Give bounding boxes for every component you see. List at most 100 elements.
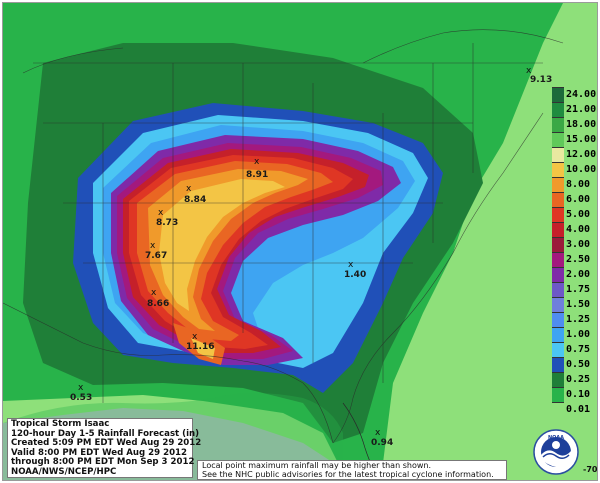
- point-marker: x: [186, 184, 192, 194]
- legend-row: 3.00: [552, 237, 597, 252]
- legend-swatch: [552, 102, 564, 117]
- map-title-box: Tropical Storm Isaac 120-hour Day 1-5 Ra…: [7, 418, 202, 478]
- legend-swatch: [552, 342, 564, 357]
- point-max-label: 0.94: [371, 438, 394, 448]
- legend-label: 12.00: [566, 149, 597, 160]
- point-marker: x: [78, 383, 84, 393]
- legend-label: 0.10: [566, 389, 591, 400]
- disclaimer-line: See the NHC public advisories for the la…: [202, 470, 494, 479]
- legend-label: 1.25: [566, 314, 591, 325]
- legend-swatch: [552, 222, 564, 237]
- legend-row: 5.00: [552, 207, 597, 222]
- legend-row: 2.50: [552, 252, 597, 267]
- legend-swatch: [552, 207, 564, 222]
- point-marker: x: [151, 288, 157, 298]
- legend-row: 4.00: [552, 222, 597, 237]
- legend-swatch: [552, 147, 564, 162]
- legend-swatch: [552, 162, 564, 177]
- legend-row: 1.25: [552, 312, 597, 327]
- legend-row: 12.00: [552, 147, 597, 162]
- map-subtitle: 120-hour Day 1-5 Rainfall Forecast (in): [11, 428, 200, 439]
- legend-row: 0.75: [552, 342, 597, 357]
- point-max-label: 11.16: [186, 342, 215, 352]
- point-max-label: 8.73: [156, 218, 179, 228]
- point-marker: x: [375, 428, 381, 438]
- legend-label: 0.25: [566, 374, 591, 385]
- legend-swatch: [552, 282, 564, 297]
- legend-row: 8.00: [552, 177, 597, 192]
- legend-swatch: [552, 297, 564, 312]
- point-marker: x: [192, 332, 198, 342]
- logo-text: NOAA: [548, 435, 564, 441]
- legend-row: 6.00: [552, 192, 597, 207]
- point-max-label: 8.66: [147, 299, 170, 309]
- legend-label: 3.00: [566, 239, 591, 250]
- created-time: Created 5:09 PM EDT Wed Aug 29 2012: [11, 438, 202, 449]
- legend-swatch: [552, 327, 564, 342]
- legend-label: 1.00: [566, 329, 591, 340]
- legend-swatch: [552, 87, 564, 102]
- legend-label: 6.00: [566, 194, 591, 205]
- point-marker: x: [254, 157, 260, 167]
- legend-row: 0.01: [552, 402, 597, 417]
- legend-label: 0.50: [566, 359, 591, 370]
- valid-time: Valid 8:00 PM EDT Wed Aug 29 2012: [11, 447, 188, 458]
- point-max-label: 1.40: [344, 270, 367, 280]
- rainfall-legend: 24.00 21.00 18.00 15.00 12.00 10.00 8.00 6.00 5.…: [552, 87, 597, 417]
- point-max-label: 8.91: [246, 170, 269, 180]
- legend-label: 0.01: [566, 404, 591, 415]
- legend-row: 1.75: [552, 282, 597, 297]
- legend-label: 0.75: [566, 344, 591, 355]
- point-max-label: 7.67: [145, 251, 168, 261]
- legend-row: 2.00: [552, 267, 597, 282]
- legend-label: 4.00: [566, 224, 591, 235]
- legend-row: 1.50: [552, 297, 597, 312]
- legend-label: 2.00: [566, 269, 591, 280]
- legend-swatch: [552, 237, 564, 252]
- legend-label: 24.00: [566, 89, 597, 100]
- legend-row: 21.00: [552, 102, 597, 117]
- point-marker: x: [150, 241, 156, 251]
- through-time: through 8:00 PM EDT Mon Sep 3 2012: [11, 457, 195, 468]
- legend-swatch: [552, 372, 564, 387]
- longitude-label: -70: [583, 465, 598, 474]
- noaa-logo-icon: NOAA: [533, 429, 579, 475]
- legend-swatch: [552, 267, 564, 282]
- point-marker: x: [158, 208, 164, 218]
- legend-label: 15.00: [566, 134, 597, 145]
- legend-row: 24.00: [552, 87, 597, 102]
- point-max-label: 8.84: [184, 195, 207, 205]
- legend-row: 10.00: [552, 162, 597, 177]
- disclaimer-box: Local point maximum rainfall may be high…: [197, 460, 507, 480]
- legend-swatch: [552, 192, 564, 207]
- legend-label: 18.00: [566, 119, 597, 130]
- legend-row: 0.25: [552, 372, 597, 387]
- rainfall-map-graphic: [3, 3, 597, 480]
- legend-label: 5.00: [566, 209, 591, 220]
- legend-swatch: [552, 402, 564, 417]
- legend-swatch: [552, 357, 564, 372]
- point-max-label: 9.13: [530, 75, 553, 85]
- legend-row: 0.50: [552, 357, 597, 372]
- legend-row: 1.00: [552, 327, 597, 342]
- legend-row: 15.00: [552, 132, 597, 147]
- point-marker: x: [526, 66, 532, 76]
- legend-label: 1.75: [566, 284, 591, 295]
- legend-row: 0.10: [552, 387, 597, 402]
- legend-label: 2.50: [566, 254, 591, 265]
- legend-swatch: [552, 117, 564, 132]
- legend-swatch: [552, 387, 564, 402]
- point-marker: x: [348, 260, 354, 270]
- legend-label: 1.50: [566, 299, 591, 310]
- map-title: Tropical Storm Isaac: [11, 419, 110, 429]
- legend-label: 8.00: [566, 179, 591, 190]
- disclaimer-line: Local point maximum rainfall may be high…: [202, 461, 431, 470]
- source-credit: NOAA/NWS/NCEP/HPC: [11, 466, 117, 477]
- legend-swatch: [552, 252, 564, 267]
- legend-swatch: [552, 177, 564, 192]
- legend-label: 21.00: [566, 104, 597, 115]
- legend-swatch: [552, 132, 564, 147]
- legend-row: 18.00: [552, 117, 597, 132]
- legend-label: 10.00: [566, 164, 597, 175]
